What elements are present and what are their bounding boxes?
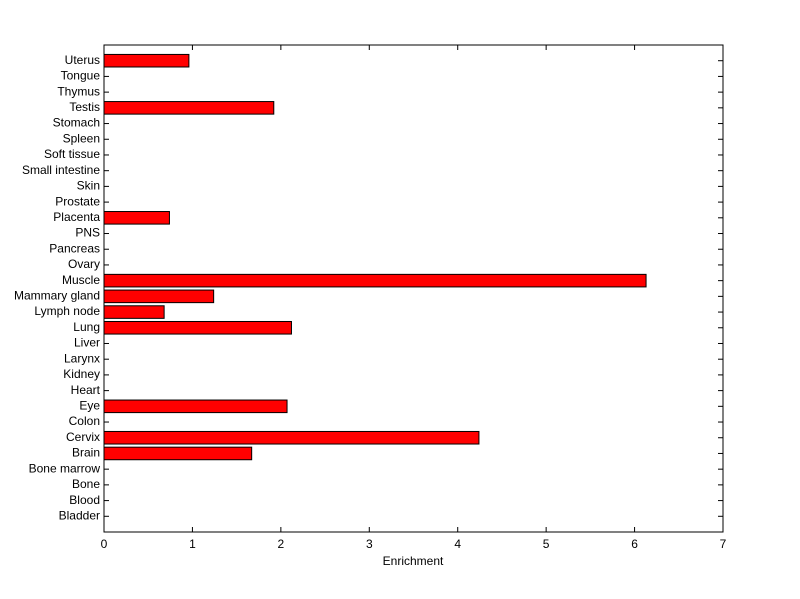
bar bbox=[103, 430, 480, 445]
x-tick-label: 5 bbox=[543, 537, 550, 551]
bar bbox=[103, 446, 253, 461]
y-tick-label: Heart bbox=[71, 383, 101, 397]
bar bbox=[103, 399, 288, 414]
y-tick-label: Liver bbox=[74, 336, 100, 350]
y-tick-label: Testis bbox=[69, 100, 100, 114]
plot-frame bbox=[103, 44, 724, 533]
y-tick-label: Placenta bbox=[53, 210, 100, 224]
x-tick-label: 2 bbox=[278, 537, 285, 551]
y-tick-label: Larynx bbox=[64, 351, 100, 365]
y-tick-label: Muscle bbox=[62, 273, 100, 287]
bar bbox=[103, 101, 275, 115]
y-tick-label: Mammary gland bbox=[14, 289, 100, 303]
bar bbox=[103, 320, 292, 335]
y-tick-label: Tongue bbox=[61, 69, 101, 83]
y-tick-label: Thymus bbox=[57, 84, 100, 98]
x-tick-label: 4 bbox=[454, 537, 461, 551]
y-tick-label: Bladder bbox=[59, 508, 100, 522]
y-tick-label: Colon bbox=[69, 414, 100, 428]
bar bbox=[103, 211, 170, 225]
bar bbox=[103, 273, 647, 288]
y-tick-label: PNS bbox=[75, 226, 100, 240]
y-tick-label: Pancreas bbox=[49, 241, 100, 255]
bar bbox=[103, 305, 165, 319]
x-tick-label: 1 bbox=[189, 537, 196, 551]
y-tick-label: Cervix bbox=[66, 430, 100, 444]
y-tick-label: Ovary bbox=[68, 257, 100, 271]
y-tick-label: Eye bbox=[79, 398, 100, 412]
x-tick-label: 7 bbox=[720, 537, 727, 551]
y-tick-label: Small intestine bbox=[22, 163, 100, 177]
y-tick-label: Kidney bbox=[63, 367, 100, 381]
bar bbox=[103, 53, 190, 68]
y-tick-label: Skin bbox=[77, 179, 100, 193]
y-tick-label: Soft tissue bbox=[44, 147, 100, 161]
bar bbox=[103, 289, 215, 304]
y-tick-label: Uterus bbox=[65, 53, 100, 67]
y-tick-label: Blood bbox=[69, 493, 100, 507]
x-tick-label: 3 bbox=[366, 537, 373, 551]
y-tick-label: Bone bbox=[72, 477, 100, 491]
y-tick-label: Prostate bbox=[55, 194, 100, 208]
x-tick-label: 0 bbox=[101, 537, 108, 551]
x-tick-label: 6 bbox=[631, 537, 638, 551]
y-tick-label: Bone marrow bbox=[29, 461, 101, 475]
y-tick-label: Lymph node bbox=[34, 304, 100, 318]
y-tick-label: Stomach bbox=[53, 116, 100, 130]
y-tick-label: Spleen bbox=[63, 131, 100, 145]
y-tick-label: Brain bbox=[72, 446, 100, 460]
x-axis-label: Enrichment bbox=[383, 554, 444, 568]
y-tick-label: Lung bbox=[73, 320, 100, 334]
